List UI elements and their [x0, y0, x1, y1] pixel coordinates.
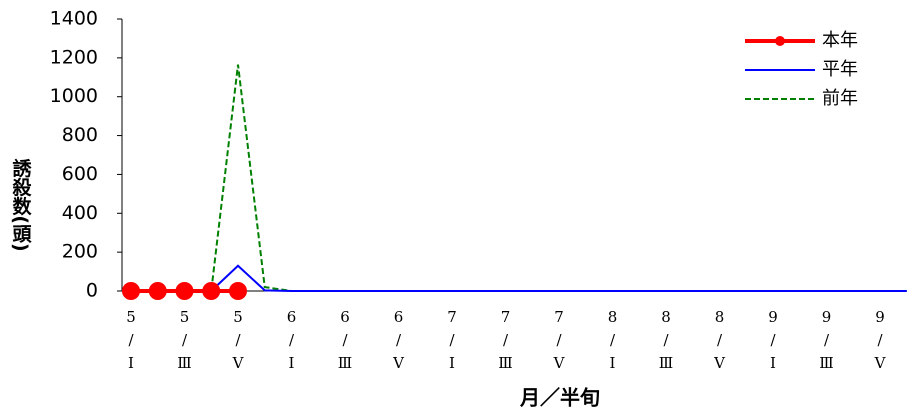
x-tick-part: Ⅴ	[874, 354, 887, 372]
x-tick-part: /	[449, 331, 455, 349]
y-tick-label: 1400	[50, 8, 98, 30]
x-tick-part: /	[128, 331, 134, 349]
x-tick-part: 7	[554, 308, 564, 326]
x-tick-part: 6	[287, 308, 297, 326]
x-tick-part: /	[396, 331, 402, 349]
x-tick-part: 6	[394, 308, 404, 326]
x-tick-part: /	[717, 331, 723, 349]
series-marker	[148, 282, 167, 300]
x-tick-part: /	[503, 331, 509, 349]
x-tick-part: /	[663, 331, 669, 349]
x-tick-part: Ⅴ	[713, 354, 726, 372]
legend-label: 前年	[822, 88, 858, 109]
x-tick-part: /	[824, 331, 830, 349]
x-tick-label: 6 / Ⅲ	[338, 308, 352, 372]
x-tick-part: /	[342, 331, 348, 349]
x-tick-part: /	[289, 331, 295, 349]
series-marker	[229, 282, 247, 300]
x-tick-part: /	[235, 331, 241, 349]
x-tick-label: 8 / Ⅴ	[713, 308, 726, 372]
x-tick-label: 7 / Ⅲ	[498, 308, 512, 372]
x-tick-label: 9 / Ⅰ	[768, 308, 778, 372]
x-tick-label: 5 / Ⅴ	[232, 308, 245, 372]
x-tick-label: 8 / Ⅲ	[659, 308, 673, 372]
series-marker	[175, 282, 194, 300]
x-tick-part: 7	[501, 308, 511, 326]
x-tick-label: 9 / Ⅲ	[819, 308, 833, 372]
x-tick-label: 9 / Ⅴ	[874, 308, 887, 372]
x-tick-label: 5 / Ⅰ	[126, 308, 136, 372]
x-tick-label: 5 / Ⅲ	[177, 308, 191, 372]
x-axis-label: 月／半旬	[519, 386, 600, 410]
x-tick-part: 8	[715, 308, 725, 326]
x-tick-part: 5	[233, 308, 243, 326]
x-tick-part: /	[770, 331, 776, 349]
x-tick-part: Ⅲ	[338, 354, 352, 372]
legend-label: 本年	[822, 30, 858, 51]
y-axis-label: 誘殺数(頭)	[10, 157, 33, 252]
y-tick-label: 0	[86, 280, 98, 302]
x-tick-part: Ⅰ	[128, 354, 134, 372]
x-tick-part: Ⅲ	[177, 354, 191, 372]
series-marker	[202, 282, 221, 300]
legend-marker	[775, 36, 785, 46]
x-tick-part: Ⅲ	[659, 354, 673, 372]
x-tick-part: 9	[875, 308, 885, 326]
x-tick-label: 8 / Ⅰ	[608, 308, 618, 372]
x-tick-part: 6	[340, 308, 350, 326]
x-tick-part: /	[556, 331, 562, 349]
x-tick-part: 7	[447, 308, 457, 326]
x-tick-part: 9	[822, 308, 832, 326]
x-tick-part: 5	[180, 308, 190, 326]
x-tick-part: Ⅲ	[819, 354, 833, 372]
x-tick-part: 9	[768, 308, 778, 326]
x-tick-part: 5	[126, 308, 136, 326]
y-tick-label: 800	[62, 124, 98, 146]
x-tick-part: Ⅰ	[289, 354, 295, 372]
x-tick-part: /	[877, 331, 883, 349]
series-marker	[122, 282, 140, 300]
x-tick-part: Ⅲ	[498, 354, 512, 372]
x-tick-part: Ⅴ	[232, 354, 245, 372]
x-tick-label: 6 / Ⅰ	[287, 308, 297, 372]
x-tick-part: Ⅴ	[553, 354, 566, 372]
series-line	[131, 264, 907, 292]
x-tick-part: Ⅰ	[770, 354, 776, 372]
legend-label: 平年	[822, 59, 858, 80]
y-tick-label: 1000	[50, 85, 98, 107]
x-tick-part: Ⅴ	[392, 354, 405, 372]
x-tick-part: /	[182, 331, 188, 349]
x-tick-label: 7 / Ⅴ	[553, 308, 566, 372]
x-tick-part: /	[610, 331, 616, 349]
y-tick-label: 600	[62, 163, 98, 185]
x-tick-part: 8	[608, 308, 618, 326]
x-tick-label: 7 / Ⅰ	[447, 308, 457, 372]
y-tick-label: 200	[62, 241, 98, 263]
x-tick-part: Ⅰ	[610, 354, 616, 372]
y-tick-label: 400	[62, 202, 98, 224]
x-tick-label: 6 / Ⅴ	[392, 308, 405, 372]
y-tick-label: 1200	[50, 46, 98, 68]
x-tick-part: Ⅰ	[449, 354, 455, 372]
x-tick-part: 8	[661, 308, 671, 326]
